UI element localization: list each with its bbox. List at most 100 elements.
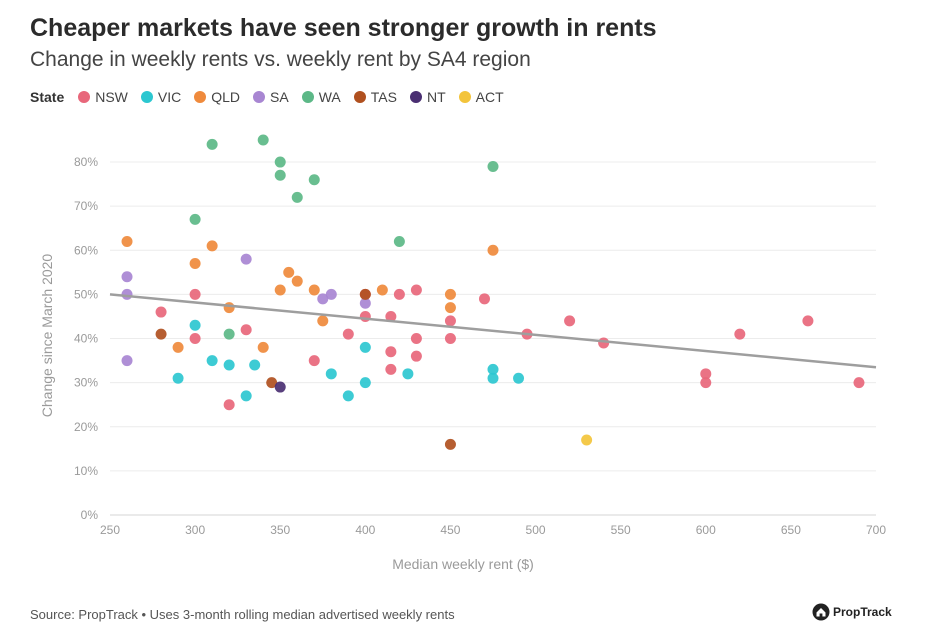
- legend-label-nsw: NSW: [95, 89, 128, 105]
- legend-item-tas[interactable]: TAS: [353, 89, 397, 105]
- chart-subtitle: Change in weekly rents vs. weekly rent b…: [30, 48, 531, 71]
- y-tick-label: 30%: [74, 376, 98, 390]
- point-qld: [206, 240, 218, 252]
- point-nsw: [393, 288, 405, 300]
- brand-logo: PropTrack: [812, 603, 892, 621]
- point-qld: [257, 341, 269, 353]
- point-nsw: [444, 333, 456, 345]
- point-tas: [444, 438, 456, 450]
- brand-name: PropTrack: [833, 605, 892, 619]
- point-qld: [291, 275, 303, 287]
- point-qld: [444, 302, 456, 314]
- point-vic: [325, 368, 337, 380]
- legend-title: State: [30, 89, 65, 105]
- point-nsw: [308, 355, 320, 367]
- legend-label-nt: NT: [426, 89, 446, 105]
- point-nsw: [700, 377, 712, 389]
- x-tick-label: 450: [440, 523, 460, 537]
- point-nsw: [342, 328, 354, 340]
- legend-swatch-nsw: [78, 91, 91, 103]
- point-nsw: [478, 293, 490, 305]
- legend-item-qld[interactable]: QLD: [194, 89, 240, 105]
- point-nsw: [385, 346, 397, 358]
- point-qld: [487, 244, 499, 256]
- legend-label-vic: VIC: [157, 89, 182, 105]
- y-tick-label: 60%: [74, 243, 98, 257]
- point-vic: [487, 372, 499, 384]
- legend: State NSW VIC QLD SA WA TAS NT ACT: [30, 89, 517, 105]
- point-nsw: [444, 315, 456, 327]
- point-nsw: [410, 333, 422, 345]
- point-qld: [308, 284, 320, 296]
- point-vic: [189, 319, 201, 331]
- legend-item-nsw[interactable]: NSW: [78, 89, 128, 105]
- point-sa: [325, 288, 337, 300]
- legend-label-sa: SA: [270, 89, 289, 105]
- point-qld: [189, 258, 201, 270]
- x-tick-label: 350: [270, 523, 290, 537]
- point-nsw: [410, 284, 422, 296]
- y-tick-label: 0%: [81, 508, 99, 522]
- x-tick-label: 300: [185, 523, 205, 537]
- chart-title: Cheaper markets have seen stronger growt…: [30, 14, 657, 42]
- point-sa: [359, 297, 371, 309]
- point-qld: [274, 284, 286, 296]
- legend-item-act[interactable]: ACT: [458, 89, 504, 105]
- point-wa: [189, 213, 201, 225]
- point-nsw: [700, 368, 712, 380]
- legend-swatch-vic: [140, 91, 153, 103]
- point-tas: [155, 328, 167, 340]
- y-axis-title: Change since March 2020: [39, 254, 55, 418]
- legend-label-wa: WA: [318, 89, 341, 105]
- x-tick-label: 600: [696, 523, 716, 537]
- legend-label-qld: QLD: [211, 89, 241, 105]
- point-wa: [274, 156, 286, 168]
- point-act: [581, 434, 593, 446]
- point-vic: [249, 359, 261, 371]
- point-wa: [308, 174, 320, 186]
- point-wa: [487, 160, 499, 172]
- source-note: Source: PropTrack • Uses 3-month rolling…: [30, 607, 455, 622]
- legend-item-sa[interactable]: SA: [253, 89, 289, 105]
- point-nsw: [564, 315, 576, 327]
- x-tick-label: 650: [781, 523, 801, 537]
- point-vic: [240, 390, 252, 402]
- point-qld: [223, 302, 235, 314]
- x-tick-label: 500: [526, 523, 546, 537]
- point-nsw: [802, 315, 814, 327]
- point-qld: [376, 284, 388, 296]
- point-vic: [206, 355, 218, 367]
- point-nsw: [155, 306, 167, 318]
- point-wa: [223, 328, 235, 340]
- x-tick-label: 700: [866, 523, 886, 537]
- point-vic: [402, 368, 414, 380]
- point-nsw: [359, 310, 371, 322]
- y-tick-label: 80%: [74, 155, 98, 169]
- legend-item-wa[interactable]: WA: [301, 89, 341, 105]
- legend-item-vic[interactable]: VIC: [140, 89, 182, 105]
- point-wa: [393, 235, 405, 247]
- point-sa: [240, 253, 252, 265]
- legend-swatch-sa: [253, 91, 266, 103]
- house-logo-icon: [812, 603, 830, 621]
- legend-item-nt[interactable]: NT: [409, 89, 446, 105]
- legend-swatch-tas: [353, 91, 366, 103]
- legend-label-act: ACT: [475, 89, 504, 105]
- point-qld: [172, 341, 184, 353]
- trend-line: [109, 293, 877, 369]
- legend-swatch-qld: [194, 91, 207, 103]
- legend-label-tas: TAS: [370, 89, 397, 105]
- point-nsw: [223, 399, 235, 411]
- x-tick-label: 550: [611, 523, 631, 537]
- point-vic: [359, 341, 371, 353]
- point-nsw: [853, 377, 865, 389]
- point-sa: [121, 271, 133, 283]
- point-qld: [317, 315, 329, 327]
- point-wa: [291, 191, 303, 203]
- point-vic: [513, 372, 525, 384]
- point-nsw: [189, 288, 201, 300]
- point-wa: [274, 169, 286, 181]
- point-nsw: [385, 363, 397, 375]
- point-nsw: [410, 350, 422, 362]
